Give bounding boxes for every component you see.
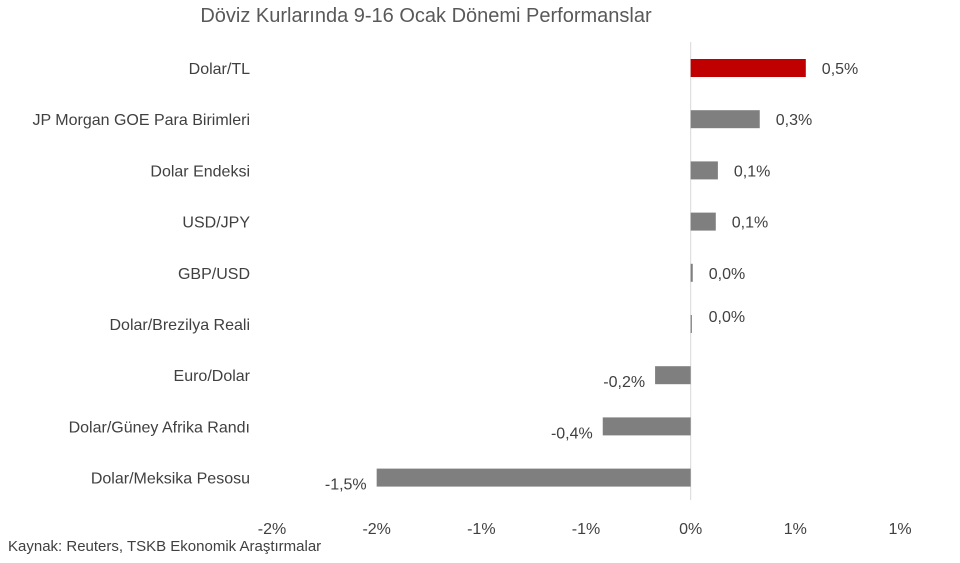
chart-title: Döviz Kurlarında 9-16 Ocak Dönemi Perfor…: [200, 5, 652, 27]
data-label: 0,0%: [709, 266, 745, 283]
data-label: 0,1%: [734, 163, 770, 180]
data-label: -1,5%: [325, 477, 367, 494]
x-tick-label: 1%: [888, 521, 911, 538]
category-label: Dolar Endeksi: [150, 163, 250, 180]
category-label: Dolar/Meksika Pesosu: [91, 471, 250, 488]
data-labels: 0,5% 0,3% 0,1% 0,1% 0,0% 0,0% -0,2% -0,4% -1,5%: [325, 61, 858, 494]
category-label: USD/JPY: [182, 215, 250, 232]
x-tick-label: -2%: [362, 521, 390, 538]
x-tick-label: 1%: [784, 521, 807, 538]
bar: [690, 315, 692, 333]
bar: [690, 263, 693, 282]
category-label: Dolar/Brezilya Reali: [110, 317, 251, 334]
data-label: 0,1%: [732, 215, 768, 232]
bars-layer: [376, 59, 806, 487]
bar: [690, 161, 718, 180]
category-labels: Dolar/TL JP Morgan GOE Para Birimleri Dola…: [32, 61, 250, 488]
x-tick-label: 0%: [679, 521, 702, 538]
bar: [376, 468, 691, 487]
category-label: Euro/Dolar: [174, 368, 251, 385]
category-label: JP Morgan GOE Para Birimleri: [32, 112, 250, 129]
category-label: GBP/USD: [178, 266, 250, 283]
x-tick-label: -1%: [572, 521, 600, 538]
bar: [690, 110, 760, 129]
bar: [690, 212, 716, 231]
category-label: Dolar/Güney Afrika Randı: [69, 419, 250, 436]
source-note: Kaynak: Reuters, TSKB Ekonomik Araştırma…: [8, 538, 322, 555]
x-tick-label: -1%: [467, 521, 495, 538]
bar: [690, 59, 806, 77]
x-axis-ticks: -2% -2% -1% -1% 0% 1% 1%: [258, 521, 912, 538]
bar: [655, 366, 691, 385]
data-label: 0,5%: [822, 61, 858, 78]
data-label: -0,4%: [551, 425, 593, 442]
data-label: 0,0%: [709, 309, 745, 326]
data-label: 0,3%: [776, 112, 812, 129]
category-label: Dolar/TL: [189, 61, 250, 78]
data-label: -0,2%: [603, 374, 645, 391]
bar: [602, 417, 691, 436]
x-tick-label: -2%: [258, 521, 286, 538]
